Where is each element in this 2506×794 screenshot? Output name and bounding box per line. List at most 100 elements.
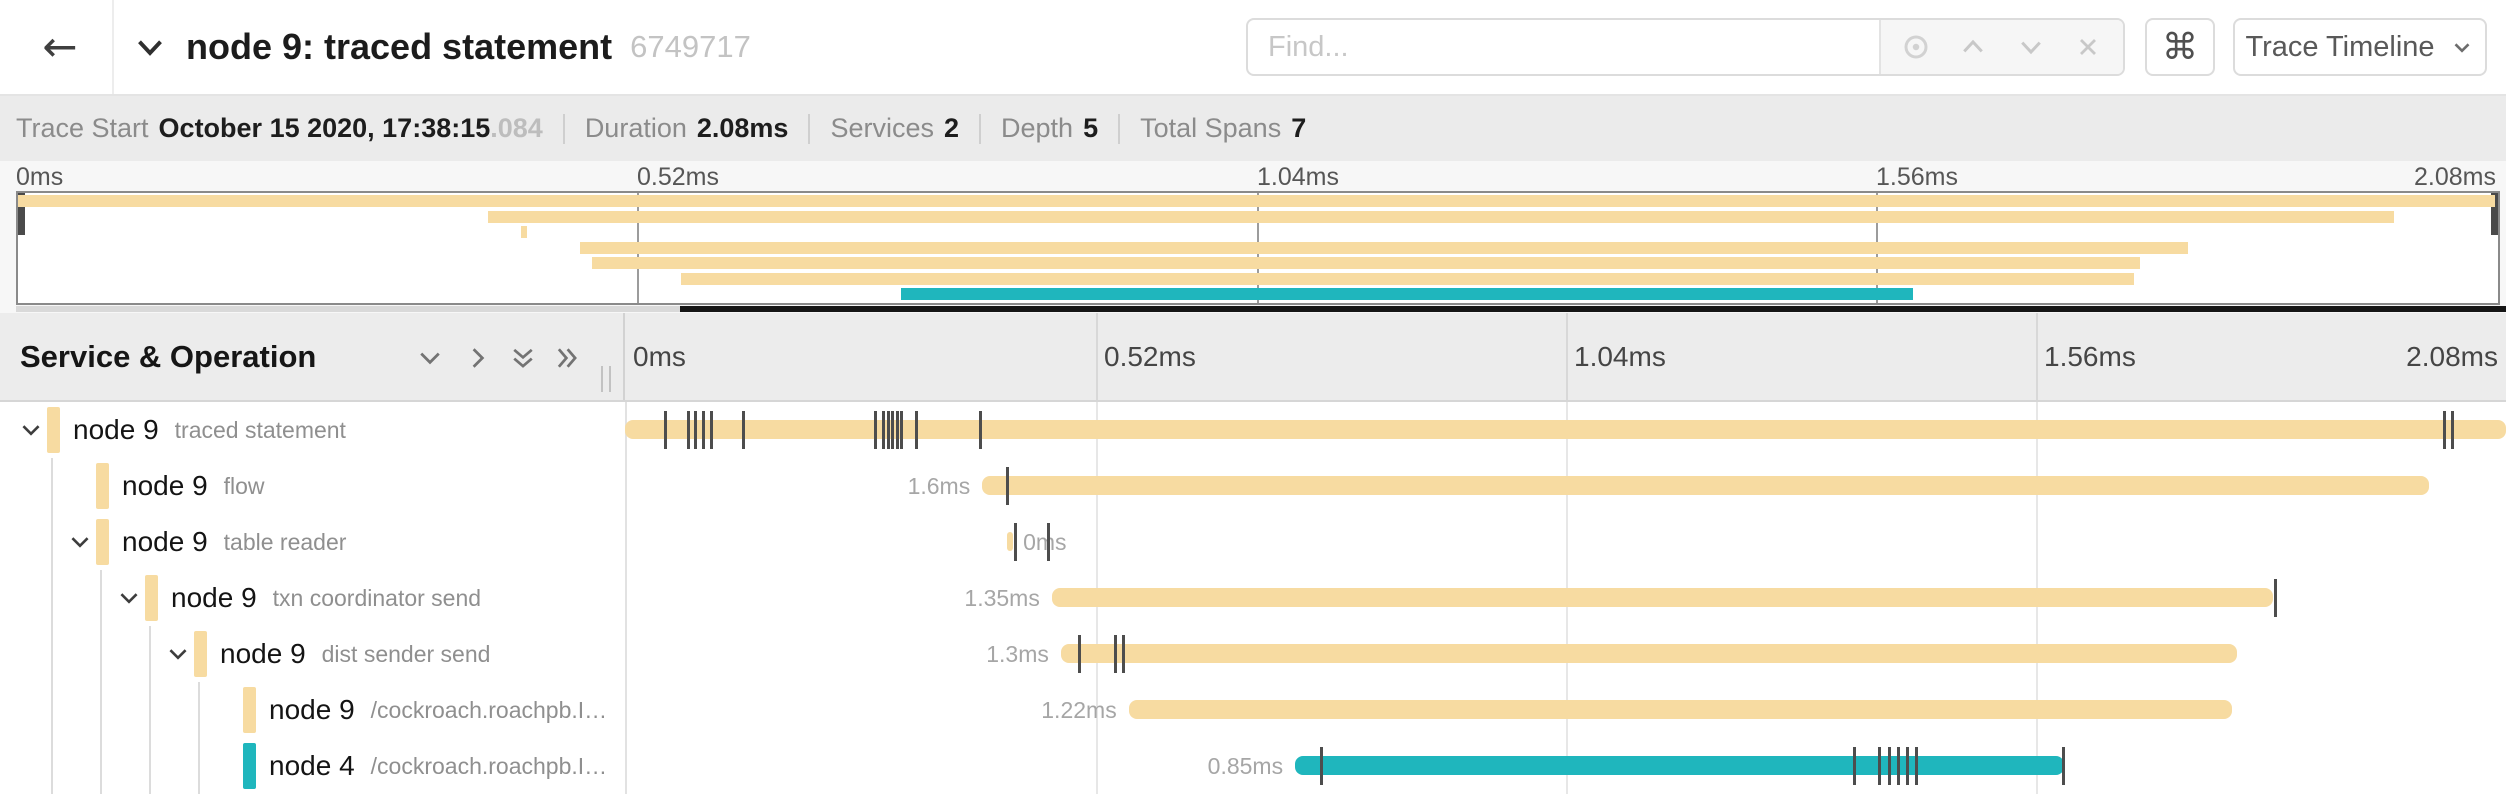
minimap-span-bar — [488, 211, 2395, 223]
chevron-down-icon — [2454, 43, 2469, 53]
minimap-span-bar — [681, 273, 2135, 285]
divider — [1118, 113, 1121, 144]
clear-search-icon[interactable] — [2066, 25, 2110, 69]
view-selector-label: Trace Timeline — [2245, 30, 2435, 63]
log-marker-tick — [1047, 523, 1051, 561]
summary-value: 7 — [1291, 113, 1307, 143]
span-duration-label: 0.85ms — [1207, 752, 1284, 779]
operation-name: dist sender send — [321, 640, 491, 667]
row-expander-chevron-icon[interactable] — [114, 583, 144, 613]
span-duration-bar[interactable] — [1051, 588, 2273, 607]
span-duration-label: 1.22ms — [1041, 696, 1117, 723]
divider — [562, 113, 565, 144]
log-marker-tick — [1114, 635, 1118, 673]
span-duration-bar[interactable] — [1007, 532, 1014, 551]
row-expander-chevron-icon[interactable] — [65, 527, 95, 557]
tree-guide-line — [51, 570, 53, 626]
column-resize-grip[interactable] — [601, 366, 617, 394]
find-input[interactable] — [1248, 20, 1879, 74]
log-marker-tick — [899, 411, 903, 449]
column-divider — [625, 402, 627, 794]
summary-label: Depth — [1001, 113, 1074, 143]
tree-guide-line — [149, 682, 151, 738]
log-marker-tick — [693, 411, 697, 449]
tree-guide-line — [51, 514, 53, 570]
minimap-span-bar — [521, 226, 528, 238]
next-match-icon[interactable] — [2009, 25, 2053, 69]
operation-name: table reader — [223, 528, 347, 555]
trace-title-group[interactable]: node 9: traced statement 6749717 — [132, 0, 751, 94]
log-marker-tick — [873, 411, 877, 449]
expand-all-icon[interactable] — [546, 337, 588, 379]
viewport-drag-handle-right[interactable] — [2491, 193, 2498, 235]
span-name-cell[interactable]: node 9 txn coordinator send — [0, 570, 625, 626]
axis-tick-label: 1.04ms — [1257, 163, 1339, 191]
summary-value-suffix: .084 — [490, 113, 543, 143]
match-scope-icon[interactable] — [1894, 25, 1938, 69]
row-expander-chevron-icon[interactable] — [16, 415, 46, 445]
span-name-cell[interactable]: node 9 dist sender send — [0, 626, 625, 682]
timeline-header: Service & Operation 0ms 0.52ms 1.04ms 1.… — [0, 313, 2506, 402]
axis-tick-label: 2.08ms — [2414, 163, 2496, 191]
row-expander-chevron-icon[interactable] — [163, 639, 193, 669]
minimap-span-bar — [18, 195, 2496, 207]
log-marker-tick — [887, 411, 891, 449]
gridline — [1096, 313, 1098, 400]
log-marker-tick — [1878, 747, 1882, 785]
tree-guide-line — [51, 458, 53, 514]
log-marker-tick — [701, 411, 705, 449]
span-duration-label: 1.35ms — [964, 584, 1040, 611]
service-name: node 9 — [122, 470, 208, 501]
tree-guide-line — [100, 626, 102, 682]
span-row: node 4/cockroach.roachpb.I… 0.85ms — [0, 738, 2506, 794]
tree-guide-line — [198, 738, 200, 794]
back-button[interactable]: ← — [28, 14, 92, 78]
log-marker-tick — [663, 411, 667, 449]
operation-name: traced statement — [174, 416, 346, 443]
tree-guide-line — [100, 570, 102, 626]
service-color-chip — [194, 631, 207, 677]
span-duration-bar[interactable] — [1060, 644, 2237, 663]
viewport-drag-handle-left[interactable] — [18, 193, 25, 235]
view-selector-button[interactable]: Trace Timeline — [2233, 18, 2487, 76]
span-name-cell[interactable]: node 9 traced statement — [0, 402, 625, 458]
log-marker-tick — [2442, 411, 2446, 449]
span-duration-bar[interactable] — [1128, 700, 2232, 719]
collapse-one-icon[interactable] — [409, 337, 451, 379]
keyboard-shortcuts-button[interactable]: ⌘ — [2145, 18, 2215, 76]
service-name: node 9 — [269, 694, 355, 725]
axis-tick-label: 0.52ms — [637, 163, 719, 191]
service-name: node 9 — [122, 526, 208, 557]
chevron-down-icon — [132, 29, 168, 65]
minimap-graph[interactable] — [16, 191, 2500, 305]
tree-guide-line — [100, 682, 102, 738]
scroll-thumb[interactable] — [680, 306, 2506, 312]
log-marker-tick — [2273, 579, 2277, 617]
divider — [808, 113, 811, 144]
log-marker-tick — [1078, 635, 1082, 673]
span-name-cell[interactable]: node 9 flow — [0, 458, 625, 514]
minimap-span-bar — [580, 242, 2188, 254]
expand-one-icon[interactable] — [457, 337, 499, 379]
gridline — [2036, 313, 2038, 400]
service-name: node 9 — [73, 414, 159, 445]
summary-label: Duration — [584, 113, 687, 143]
span-duration-bar[interactable] — [1295, 756, 2064, 775]
span-row: node 9/cockroach.roachpb.I… 1.22ms — [0, 682, 2506, 738]
span-duration-bar[interactable] — [625, 420, 2506, 439]
collapse-all-icon[interactable] — [502, 337, 544, 379]
tree-guide-line — [149, 626, 151, 682]
span-duration-label: 0ms — [1023, 528, 1067, 555]
span-name-cell[interactable]: node 4/cockroach.roachpb.I… — [0, 738, 625, 794]
span-duration-label: 1.6ms — [907, 472, 971, 499]
prev-match-icon[interactable] — [1951, 25, 1995, 69]
log-marker-tick — [2450, 411, 2454, 449]
tree-guide-line — [51, 626, 53, 682]
span-row: node 9 dist sender send 1.3ms — [0, 626, 2506, 682]
span-duration-bar[interactable] — [982, 476, 2430, 495]
service-color-chip — [145, 575, 158, 621]
axis-tick-label: 2.08ms — [2406, 340, 2498, 372]
span-name-cell[interactable]: node 9/cockroach.roachpb.I… — [0, 682, 625, 738]
top-bar: ← node 9: traced statement 6749717 — [0, 0, 2506, 96]
span-name-cell[interactable]: node 9 table reader — [0, 514, 625, 570]
